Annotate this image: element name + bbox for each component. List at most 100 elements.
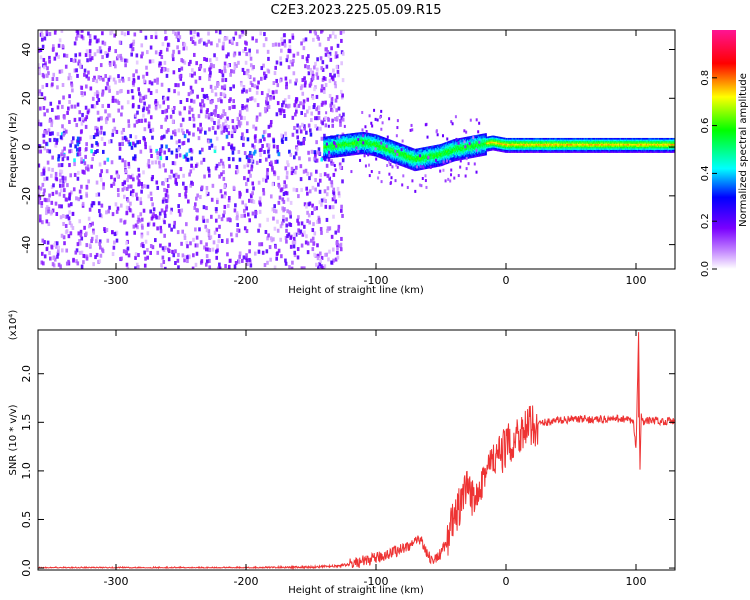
spectrogram-cell	[385, 152, 387, 155]
spectrogram-cell	[439, 158, 442, 161]
spectrogram-cell	[402, 147, 405, 150]
spectrogram-cell	[68, 100, 71, 105]
spectrogram-cell	[479, 147, 482, 150]
spectrogram-cell	[366, 138, 369, 141]
spectrogram-cell	[202, 205, 206, 210]
spectrogram-cell	[299, 164, 303, 169]
spectrogram-cell	[116, 54, 120, 59]
spectrogram-cell	[252, 199, 256, 204]
spectrogram-cell	[368, 146, 371, 148]
spectrogram-cell	[365, 145, 368, 148]
spectrogram-cell	[213, 230, 217, 235]
spectrogram-cell	[89, 38, 92, 43]
spectrogram-cell	[423, 151, 425, 154]
spectrogram-cell	[324, 252, 327, 257]
spectrogram-cell	[84, 166, 88, 171]
spectrogram-cell	[102, 77, 105, 82]
spectrogram-cell	[168, 242, 171, 247]
spectrogram-cell	[470, 147, 473, 150]
spectrogram-cell	[385, 154, 387, 156]
spectrogram-cell	[341, 137, 344, 140]
spectrogram-cell	[96, 94, 99, 99]
spectrogram-cell	[43, 240, 46, 245]
spectrogram-cell	[341, 158, 345, 163]
spectrogram-cell	[422, 156, 425, 158]
spectrogram-cell	[391, 149, 394, 151]
spectrogram-cell	[180, 66, 184, 71]
spectrogram-cell	[264, 157, 268, 162]
spectrogram-cell	[366, 147, 369, 150]
spectrogram-cell	[397, 144, 400, 146]
spectrogram-cell	[339, 143, 342, 146]
spectrogram-cell	[395, 160, 397, 163]
spectrogram-cell	[450, 148, 453, 151]
spectrogram-cell	[360, 137, 363, 140]
spectrogram-cell	[364, 132, 366, 134]
spectrogram-cell	[178, 212, 182, 217]
spectrogram-cell	[38, 218, 42, 223]
spectrogram-cell	[284, 190, 287, 195]
spectrogram-cell	[347, 143, 350, 146]
spectrogram-cell	[464, 148, 466, 151]
spectrogram-cell	[317, 147, 321, 152]
spectrogram-cell	[377, 146, 380, 149]
spectrogram-cell	[453, 147, 456, 150]
spectrogram-cell	[444, 145, 446, 148]
spectrogram-cell	[472, 148, 475, 151]
spectrogram-cell	[313, 103, 316, 108]
spectrogram-cell	[299, 129, 303, 134]
spectrogram-cell	[41, 182, 45, 187]
spectrogram-cell	[365, 132, 368, 135]
spectrogram-cell	[326, 228, 329, 233]
spectrogram-cell	[411, 161, 414, 163]
spectrogram-cell	[489, 141, 492, 144]
spectrogram-cell	[476, 155, 479, 157]
spectrogram-cell	[405, 154, 407, 157]
spectrogram-cell	[276, 228, 280, 233]
spectrogram-cell	[467, 152, 470, 155]
spectrogram-cell	[406, 156, 409, 159]
spectrogram-cell	[428, 156, 431, 159]
spectrogram-cell	[149, 45, 153, 50]
spectrogram-cell	[428, 154, 431, 157]
spectrogram-cell	[474, 141, 476, 143]
spectrogram-cell	[420, 147, 423, 150]
spectrogram-cell	[342, 140, 345, 142]
spectrogram-cell	[470, 138, 473, 141]
spectrogram-cell	[491, 148, 494, 151]
spectrogram-cell	[377, 149, 380, 152]
spectrogram-cell	[410, 149, 413, 151]
spectrogram-cell	[401, 161, 404, 164]
spectrogram-cell	[427, 147, 430, 150]
spectrogram-cell	[324, 77, 327, 82]
spectrogram-cell	[396, 143, 399, 146]
spectrogram-cell	[108, 62, 112, 67]
spectrogram-cell	[329, 57, 333, 62]
spectrogram-cell	[393, 152, 395, 155]
spectrogram-cell	[348, 135, 351, 137]
spectrogram-cell	[360, 135, 363, 137]
spectrogram-cell	[126, 89, 130, 94]
spectrogram-cell	[364, 138, 366, 140]
spectrogram-cell	[380, 150, 383, 153]
spectrogram-cell	[364, 143, 366, 146]
spectrogram-cell	[144, 239, 148, 244]
spectrogram-cell	[69, 173, 73, 178]
spectrogram-cell	[164, 266, 167, 269]
spectrogram-cell	[267, 149, 270, 154]
spectrogram-cell	[328, 136, 331, 138]
spectrogram-cell	[279, 237, 282, 242]
spectrogram-cell	[392, 149, 395, 152]
spectrogram-cell	[151, 135, 154, 140]
spectrogram-cell	[443, 147, 446, 149]
spectrogram-cell	[441, 155, 444, 157]
spectrogram-cell	[467, 148, 470, 150]
spectrogram-cell	[129, 201, 132, 206]
spectrogram-cell	[468, 150, 471, 153]
spectrogram-cell	[345, 148, 348, 151]
spectrogram-cell	[183, 134, 187, 139]
spectrogram-cell	[320, 84, 324, 89]
spectrogram-cell	[369, 144, 372, 147]
spectrogram-cell	[429, 162, 432, 164]
spectrogram-cell	[340, 137, 343, 140]
